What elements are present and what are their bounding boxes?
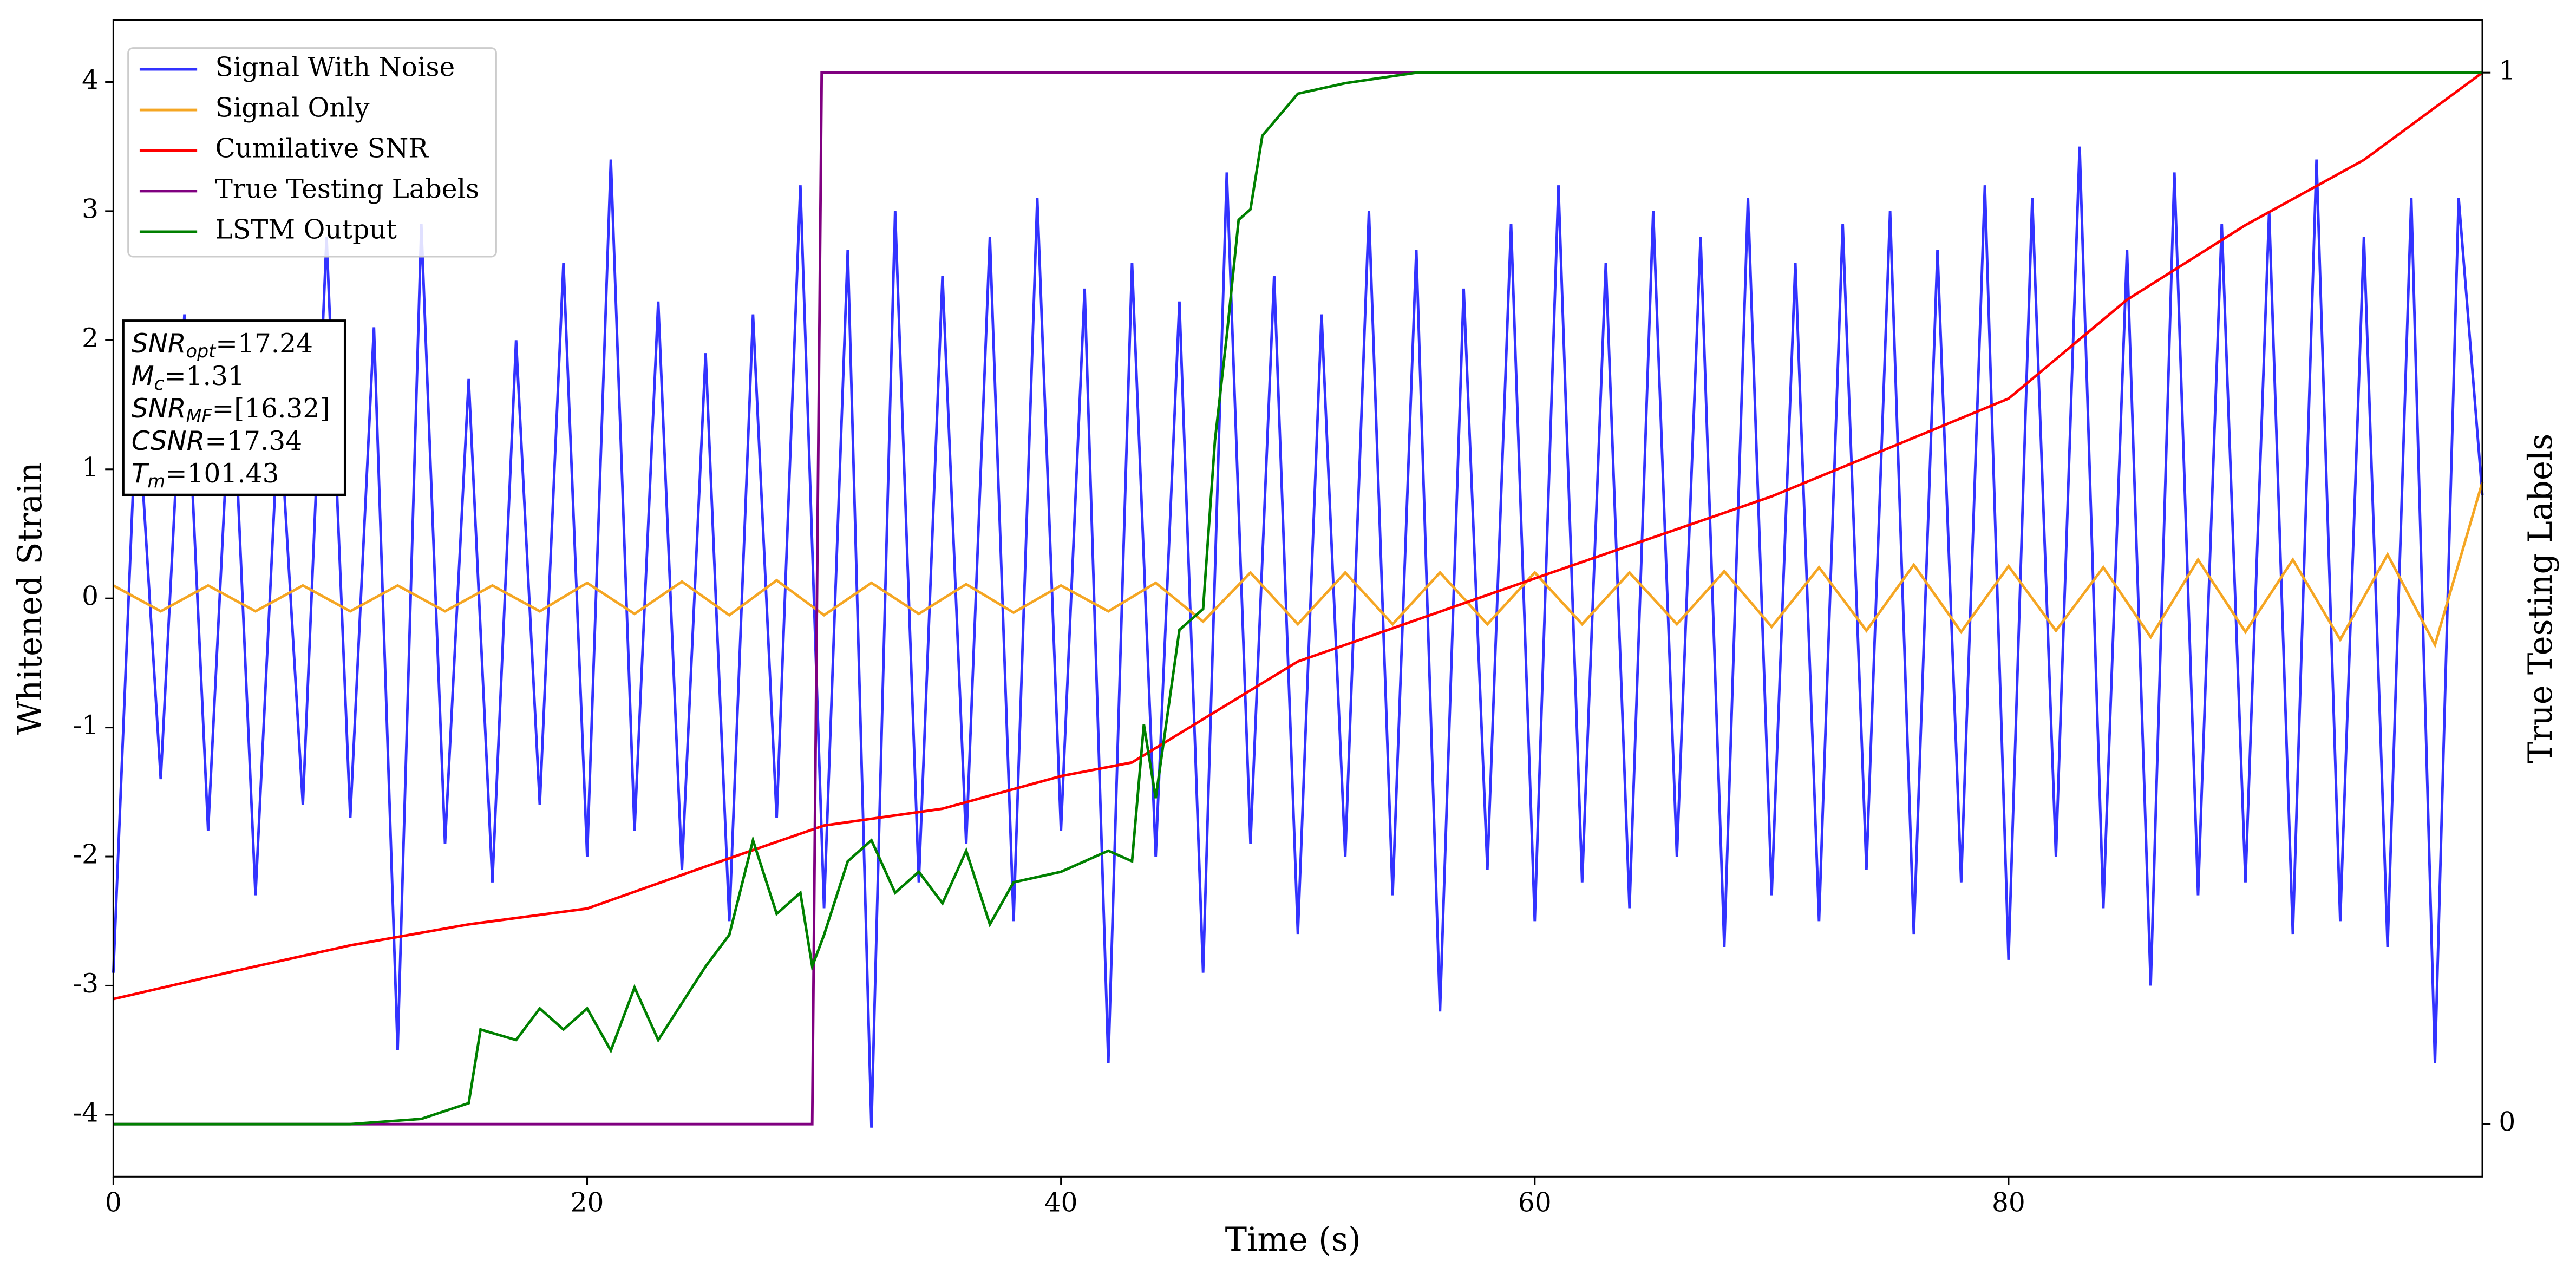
legend-label: Cumilative SNR — [215, 134, 429, 164]
annotation-subscript: MF — [186, 406, 213, 427]
series-line — [112, 146, 2484, 1128]
y-tick-label: -1 — [73, 710, 99, 741]
annotation-line: SNRMF=[16.32] — [132, 394, 330, 427]
annotation-symbol: T — [132, 459, 149, 489]
x-tick-label: 60 — [1518, 1187, 1552, 1218]
y2-axis-label: True Testing Labels — [2522, 434, 2560, 763]
y-axis-label: Whitened Strain — [11, 462, 49, 735]
legend-label: True Testing Labels — [215, 174, 480, 204]
y-tick-label: 4 — [82, 65, 99, 95]
annotation-value: =101.43 — [165, 459, 279, 489]
annotation-symbol: M — [132, 361, 154, 391]
annotation-symbol: CSNR — [132, 426, 205, 456]
y-tick-label: 3 — [82, 194, 99, 224]
annotation-value: =1.31 — [164, 361, 245, 391]
annotation-line: Tm=101.43 — [132, 459, 279, 492]
annotation-box — [122, 319, 346, 496]
annotation-line: CSNR=17.34 — [132, 426, 302, 457]
annotation-subscript: m — [147, 471, 165, 492]
series-line — [113, 71, 2483, 1001]
annotation-symbol: SNR — [132, 329, 186, 359]
annotation-value: =[16.32] — [212, 394, 330, 424]
annotation-value: =17.34 — [205, 426, 302, 456]
x-tick-label: 0 — [105, 1187, 122, 1218]
y-tick-label: -2 — [73, 840, 99, 870]
y-tick-label: 1 — [82, 452, 99, 482]
annotation-subscript: c — [154, 373, 164, 394]
annotation-line: SNRopt=17.24 — [132, 328, 313, 361]
plot-area — [112, 71, 2484, 1128]
series-line — [113, 481, 2484, 649]
legend-label: Signal Only — [215, 93, 370, 123]
y-tick-label: 2 — [82, 323, 99, 354]
legend-label: Signal With Noise — [215, 53, 455, 83]
x-tick-label: 40 — [1044, 1187, 1078, 1218]
annotation-line: Mc=1.31 — [132, 361, 245, 394]
series-line — [113, 71, 2483, 1126]
y-tick-label: -3 — [73, 969, 99, 999]
x-tick-label: 80 — [1992, 1187, 2025, 1218]
y-tick-label: 0 — [82, 582, 99, 612]
annotation-symbol: SNR — [132, 394, 186, 424]
x-axis-label: Time (s) — [1225, 1221, 1361, 1259]
legend-label: LSTM Output — [215, 214, 397, 245]
y2-tick-label: 1 — [2499, 56, 2515, 86]
annotation-subscript: opt — [186, 341, 217, 362]
y2-tick-label: 0 — [2499, 1107, 2515, 1138]
x-tick-label: 20 — [571, 1187, 604, 1218]
annotation-value: =17.24 — [215, 328, 313, 358]
legend-box — [127, 47, 497, 258]
y-tick-label: -4 — [73, 1097, 99, 1128]
